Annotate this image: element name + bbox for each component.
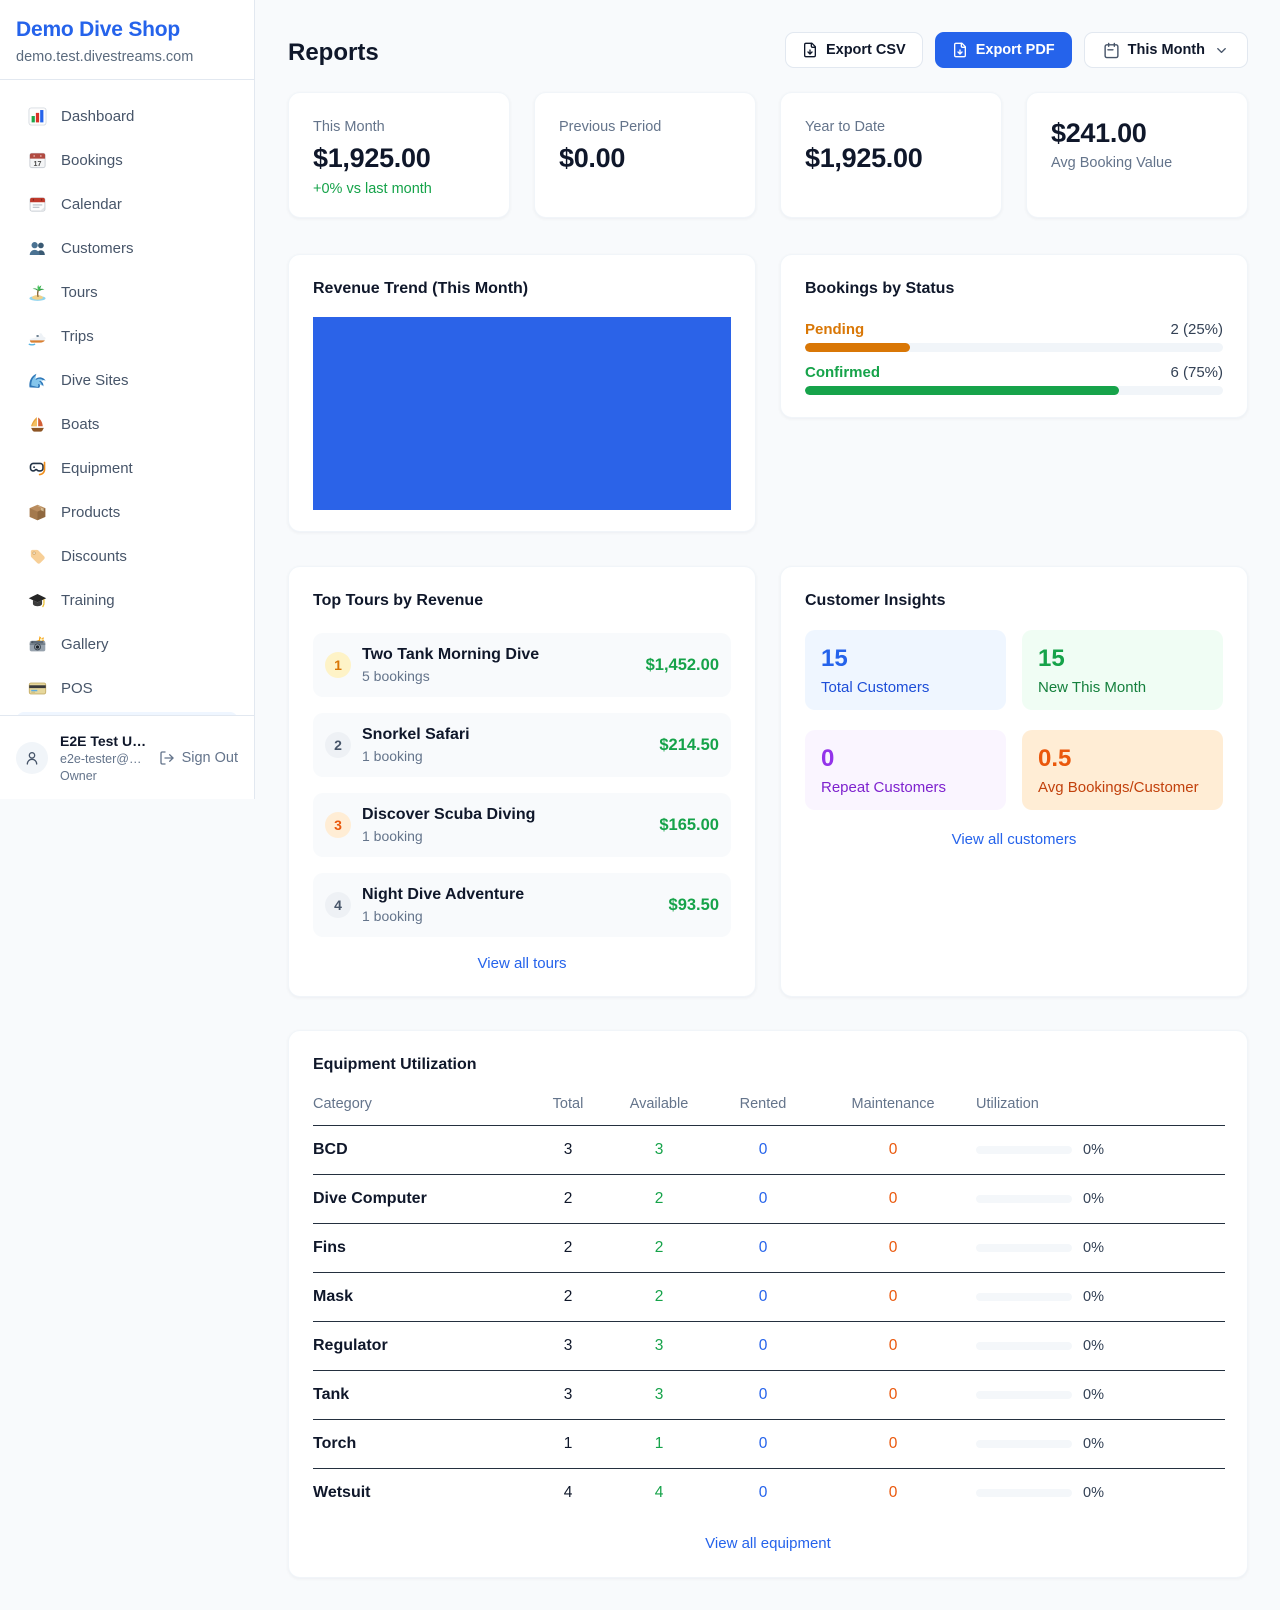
svg-text:17: 17 xyxy=(34,159,42,167)
